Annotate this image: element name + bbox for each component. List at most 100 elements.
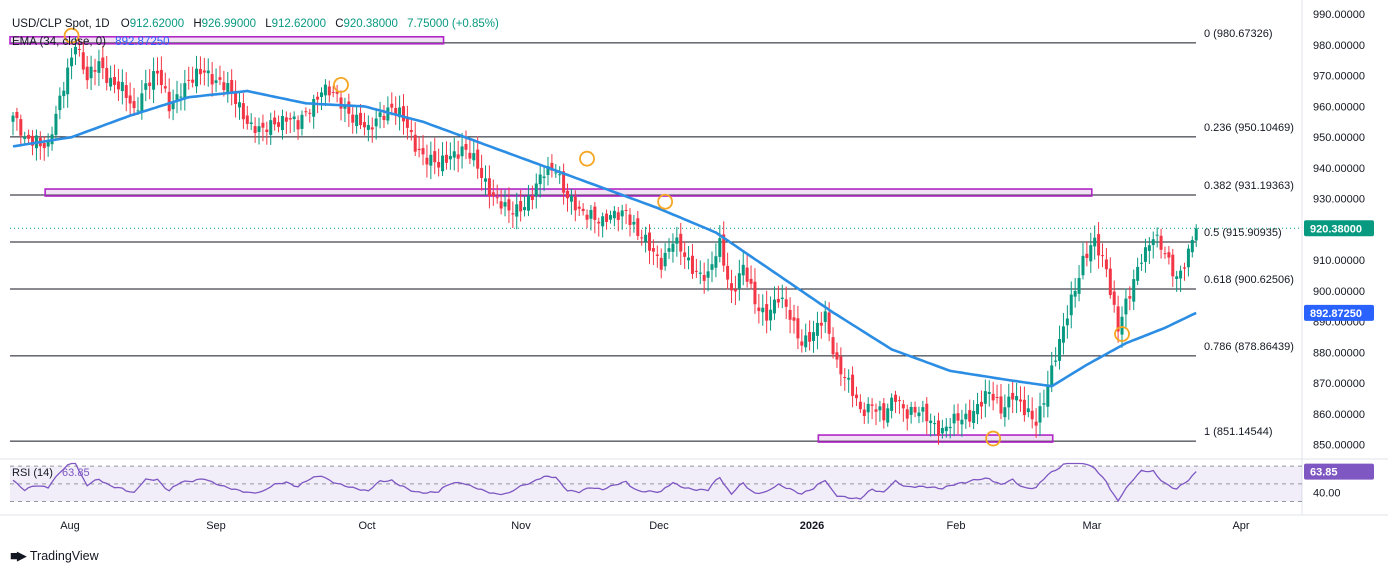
candle-body [1147, 245, 1151, 251]
candle-body [437, 161, 441, 168]
candle-body [124, 85, 128, 98]
fib-level-label: 1 (851.14544) [1204, 426, 1273, 438]
price-tick-label: 960.00000 [1313, 101, 1365, 113]
price-tick-label: 970.00000 [1313, 71, 1365, 83]
candle-body [1038, 406, 1042, 423]
candle-body [1077, 277, 1081, 294]
candle-body [1034, 421, 1038, 426]
candle-body [85, 66, 89, 81]
candle-body [632, 221, 636, 225]
price-tick-label: 850.00000 [1313, 440, 1365, 452]
candle-body [308, 112, 312, 114]
candle-body [612, 210, 616, 219]
candle-body [562, 171, 566, 193]
candle-body [1140, 262, 1144, 264]
candle-body [73, 46, 77, 55]
candle-body [608, 215, 612, 220]
candle-body [1042, 403, 1046, 405]
ema-line [12, 89, 1197, 388]
last-price-tag [1304, 220, 1374, 237]
candle-body [503, 202, 507, 207]
candle-body [624, 209, 628, 211]
candle-body [155, 70, 159, 74]
candle-body [675, 237, 679, 244]
candle-body [312, 98, 316, 117]
candle-body [19, 119, 23, 136]
candle-body [448, 155, 452, 160]
rsi-tick-label: 40.00 [1313, 488, 1341, 500]
candle-body [968, 410, 972, 422]
candle-body [976, 404, 980, 415]
candle-body [175, 94, 179, 101]
price-tick-label: 860.00000 [1313, 409, 1365, 421]
candle-body [648, 232, 652, 251]
candle-body [144, 83, 148, 90]
candle-body [913, 406, 917, 413]
candle-body [1128, 296, 1132, 299]
candle-body [706, 271, 710, 278]
candle-body [245, 115, 249, 124]
rsi-pane[interactable] [10, 462, 1302, 503]
candle-body [628, 214, 632, 226]
candle-body [823, 311, 827, 323]
candle-body [819, 322, 823, 326]
candle-body [1050, 365, 1054, 386]
candle-body [468, 152, 472, 159]
candle-body [854, 394, 858, 399]
symbol-label: USD/CLP Spot, 1D [12, 18, 110, 30]
legend-line: USD/CLP Spot, 1D O912.62000 H926.99000 L… [12, 18, 499, 30]
candle-body [1046, 384, 1050, 407]
price-tick-label: 880.00000 [1313, 347, 1365, 359]
candle-body [105, 67, 109, 83]
candle-body [929, 420, 933, 424]
candle-body [530, 196, 534, 200]
candle-body [11, 115, 15, 122]
candle-body [249, 122, 253, 125]
candle-body [355, 114, 359, 127]
swing-markers[interactable] [63, 27, 1130, 447]
candle-body [1089, 245, 1093, 262]
candle-body [901, 404, 905, 409]
candle-body [109, 77, 113, 87]
fibonacci-retracement[interactable]: 0 (980.67326) 0.236 (950.10469) 0.382 (931… [10, 28, 1302, 442]
candle-body [991, 393, 995, 401]
candle-body [1100, 255, 1104, 257]
candle-body [487, 178, 491, 196]
candle-body [1186, 248, 1190, 268]
candle-body [776, 298, 780, 303]
candle-body [585, 214, 589, 220]
candle-body [1015, 396, 1019, 401]
candle-body [405, 118, 409, 128]
swing-circle [333, 76, 349, 93]
candle-body [1163, 253, 1167, 255]
candle-body [718, 238, 722, 257]
candle-body [558, 174, 562, 176]
candle-body [93, 70, 97, 72]
candle-body [359, 112, 363, 126]
candle-body [1011, 392, 1015, 400]
price-axis[interactable]: 990.00000 980.00000 970.00000 960.00000 950.… [1304, 9, 1374, 500]
candle-body [417, 148, 421, 151]
candle-body [452, 151, 456, 158]
candle-body [659, 257, 663, 270]
candle-body [409, 129, 413, 133]
candle-body [234, 90, 238, 104]
candle-body [948, 426, 952, 429]
candle-body [421, 148, 425, 155]
candle-body [733, 289, 737, 292]
candle-body [702, 274, 706, 281]
candle-body [866, 403, 870, 413]
tradingview-branding[interactable]: ■▶ TradingView [10, 548, 99, 564]
candle-body [964, 413, 968, 420]
candle-body [136, 110, 140, 112]
candle-body [792, 317, 796, 321]
candle-body [402, 106, 405, 122]
fib-level-label: 0.382 (931.19363) [1204, 180, 1294, 192]
candle-body [577, 206, 581, 209]
candle-body [753, 281, 757, 305]
time-axis[interactable]: Aug Sep Oct Nov Dec 2026 Feb Mar Apr [60, 520, 1250, 532]
candle-body [1061, 326, 1065, 343]
low-value: 912.62000 [272, 18, 326, 30]
candle-body [761, 307, 765, 313]
